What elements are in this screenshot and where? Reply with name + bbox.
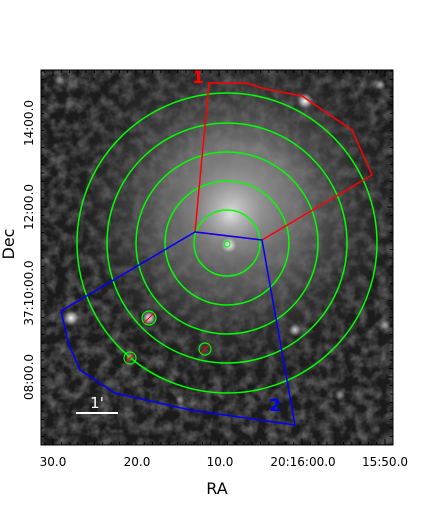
scale-bar-label: 1' bbox=[90, 394, 104, 412]
region-1-label: 1 bbox=[192, 68, 204, 88]
source-circle bbox=[141, 310, 157, 326]
x-tick-labels: 30.0 20.0 10.0 20:16:00.0 15:50.0 bbox=[40, 455, 408, 469]
axis-ticks bbox=[41, 70, 393, 446]
sky-image bbox=[41, 70, 393, 445]
source-strike bbox=[125, 353, 135, 363]
region-2-outline bbox=[60, 231, 296, 426]
annulus-ring-2 bbox=[164, 180, 290, 306]
y-tick-label: 37:10:00.0 bbox=[22, 260, 36, 325]
source-circle bbox=[123, 351, 137, 365]
x-tick-label: 10.0 bbox=[207, 455, 234, 469]
x-tick-label: 15:50.0 bbox=[362, 455, 408, 469]
region-2-label: 2 bbox=[269, 396, 281, 416]
source-strike bbox=[143, 312, 155, 324]
x-tick-label: 30.0 bbox=[40, 455, 67, 469]
y-axis-label: Dec bbox=[0, 229, 18, 260]
source-circle bbox=[198, 342, 212, 356]
x-tick-label: 20:16:00.0 bbox=[270, 455, 335, 469]
source-strike bbox=[200, 344, 210, 354]
annulus-ring-5 bbox=[76, 92, 378, 394]
region-1-outline bbox=[194, 82, 373, 241]
region-overlays: 1' 1 2 bbox=[60, 68, 378, 426]
y-tick-label: 12:00.0 bbox=[22, 184, 36, 230]
x-tick-label: 20.0 bbox=[124, 455, 151, 469]
center-marker bbox=[223, 240, 231, 248]
y-tick-labels: 08:00.0 37:10:00.0 12:00.0 14:00.0 bbox=[22, 100, 36, 400]
annulus-ring-3 bbox=[135, 151, 319, 335]
y-tick-label: 08:00.0 bbox=[22, 354, 36, 400]
x-axis-label: RA bbox=[206, 479, 227, 498]
y-tick-label: 14:00.0 bbox=[22, 100, 36, 146]
annulus-ring-1 bbox=[193, 209, 261, 277]
annuli bbox=[76, 92, 378, 394]
point-source-exclusions bbox=[123, 240, 231, 365]
annulus-ring-4 bbox=[106, 122, 348, 364]
